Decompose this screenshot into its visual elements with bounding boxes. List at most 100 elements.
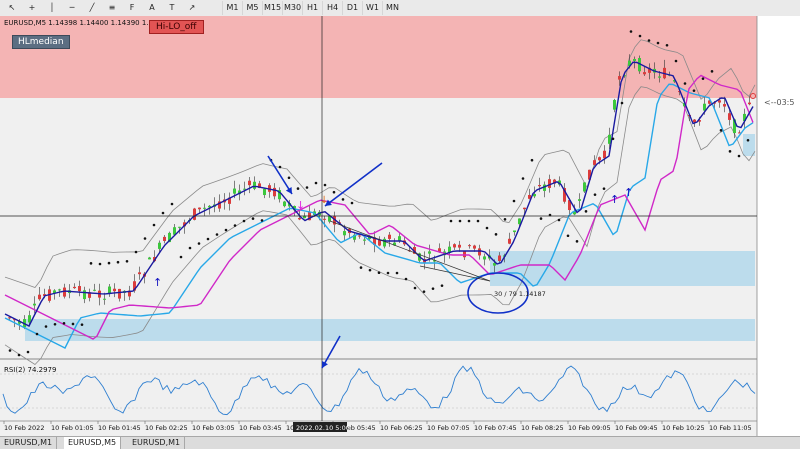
candle-body — [398, 236, 401, 241]
sar-dot — [458, 219, 462, 223]
sar-dot — [728, 150, 732, 153]
chart-tab-0[interactable]: EURUSD,M1 — [0, 437, 58, 449]
sar-dot — [89, 262, 93, 265]
timeframe-d1[interactable]: D1 — [342, 1, 362, 15]
time-label: 10 Feb 03:05 — [192, 424, 235, 432]
candle-body — [538, 185, 541, 187]
time-label: 10 Feb 10:25 — [662, 424, 705, 432]
time-label: 10 Feb 09:05 — [568, 424, 611, 432]
vertical-line-icon[interactable]: │ — [49, 3, 55, 12]
cursor-icon[interactable]: ↖ — [8, 3, 16, 12]
sar-dot — [647, 39, 651, 42]
sar-dot — [134, 250, 138, 254]
text-icon[interactable]: A — [149, 3, 155, 12]
candle-body — [563, 188, 566, 202]
down-arrow-icon-pink: ↓ — [296, 199, 305, 212]
time-label: 10 Feb 07:05 — [427, 424, 470, 432]
sar-dot — [710, 70, 714, 73]
chart-tab-1[interactable]: EURUSD,M5 — [64, 437, 122, 449]
up-arrow-icon: ↑ — [153, 276, 162, 289]
timeframe-m1[interactable]: M1 — [222, 1, 242, 15]
sar-dot — [737, 154, 741, 158]
candle-body — [633, 58, 636, 61]
crosshair-icon[interactable]: + — [28, 3, 36, 12]
sar-dot — [35, 332, 39, 336]
candle-body — [58, 289, 61, 291]
candle-body — [628, 60, 631, 66]
candle-body — [523, 207, 526, 210]
candle-body — [383, 238, 386, 247]
sar-dot — [98, 262, 102, 266]
timeframe-h1[interactable]: H1 — [302, 1, 322, 15]
timeframe-m15[interactable]: M15 — [262, 1, 282, 15]
timeframe-mn[interactable]: MN — [382, 1, 402, 15]
sar-dot — [368, 268, 372, 272]
candle-body — [43, 294, 46, 296]
sar-dot — [359, 266, 363, 269]
hlmedian-button[interactable]: HLmedian — [12, 35, 70, 49]
candle-body — [253, 181, 256, 189]
sar-dot — [116, 260, 120, 264]
sar-dot — [512, 199, 516, 203]
candle-body — [528, 195, 531, 199]
sar-dot — [179, 255, 183, 259]
chart-tab-2[interactable]: EURUSD,M1 — [128, 437, 186, 449]
timeframe-h4[interactable]: H4 — [322, 1, 342, 15]
candle-body — [543, 184, 546, 191]
candle-body — [433, 260, 436, 262]
candle-body — [173, 227, 176, 235]
candle-body — [578, 199, 581, 201]
candle-body — [393, 242, 396, 246]
candle-body — [233, 188, 236, 194]
sar-dot — [125, 260, 129, 263]
trendline-icon[interactable]: ╱ — [89, 3, 95, 12]
candle-body — [723, 104, 726, 107]
candle-body — [493, 263, 496, 266]
candle-body — [273, 187, 276, 197]
trendline-2 — [419, 265, 491, 282]
candle-body — [118, 288, 121, 299]
candle-body — [138, 272, 141, 275]
price-chart[interactable]: 10 Feb 2022 10 Feb 01:05 10 Feb 01:45 10 Fe… — [0, 16, 800, 436]
timeframe-m30[interactable]: M30 — [282, 1, 302, 15]
sar-dot — [377, 271, 381, 275]
candle-body — [353, 234, 356, 240]
candle-body — [683, 102, 686, 107]
fibonacci-icon[interactable]: F — [129, 3, 135, 12]
sar-dot — [476, 219, 480, 223]
candle-body — [73, 286, 76, 289]
timeframe-w1[interactable]: W1 — [362, 1, 382, 15]
sar-dot — [296, 187, 300, 190]
sar-dot — [332, 190, 336, 194]
candle-body — [618, 76, 621, 80]
sar-dot — [539, 217, 543, 220]
candle-body — [303, 215, 306, 219]
sar-dot — [314, 181, 318, 185]
candle-body — [293, 205, 296, 211]
candle-body — [748, 102, 751, 105]
sar-dot — [215, 233, 219, 236]
candle-body — [603, 150, 606, 159]
sar-dot — [53, 322, 57, 326]
sar-dot — [107, 261, 111, 265]
timeframe-m5[interactable]: M5 — [242, 1, 262, 15]
sar-dot — [143, 237, 147, 240]
candle-body — [388, 234, 391, 239]
channel-icon[interactable]: ≡ — [108, 3, 116, 12]
candle-body — [463, 251, 466, 258]
candle-body — [148, 257, 151, 260]
annotation-arrow-1-head — [285, 187, 292, 194]
candle-body — [13, 319, 16, 321]
current-price-marker — [750, 93, 756, 99]
candle-body — [593, 160, 596, 165]
arrow-icon[interactable]: ↗ — [188, 3, 196, 12]
horizontal-line-icon[interactable]: ─ — [69, 3, 75, 12]
candle-body — [358, 235, 361, 237]
sar-dot — [395, 271, 399, 275]
label-icon[interactable]: T — [169, 3, 175, 12]
candle-body — [103, 298, 106, 300]
candle-body — [598, 157, 601, 161]
down-arrow-icon-orange: ↓ — [320, 195, 328, 206]
sar-dot — [557, 218, 561, 222]
hilo-toggle-button[interactable]: Hi-LO_off — [149, 20, 204, 34]
